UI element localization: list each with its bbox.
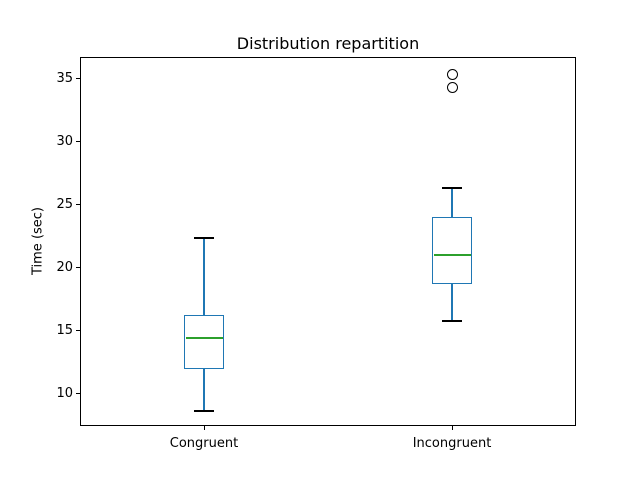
upper-whisker — [203, 238, 205, 316]
y-tick-mark — [76, 203, 80, 205]
x-tick-mark — [203, 426, 205, 430]
x-tick-mark — [451, 426, 453, 430]
lower-whisker — [451, 283, 453, 322]
x-tick-label: Congruent — [169, 436, 239, 451]
lower-whisker — [203, 369, 205, 411]
y-tick-label: 15 — [56, 322, 73, 338]
upper-cap — [442, 186, 462, 189]
y-tick-label: 35 — [56, 70, 73, 86]
outlier-point — [446, 81, 458, 93]
y-tick-label: 25 — [56, 196, 73, 212]
y-tick-label: 20 — [56, 259, 73, 275]
median-line — [433, 253, 471, 256]
y-tick-mark — [76, 266, 80, 268]
y-tick-mark — [76, 140, 80, 142]
lower-cap — [194, 409, 214, 412]
box — [432, 216, 472, 284]
y-tick-mark — [76, 77, 80, 79]
median-line — [185, 336, 223, 339]
upper-cap — [194, 237, 214, 240]
plot-area — [80, 57, 576, 426]
chart-title: Distribution repartition — [236, 34, 420, 53]
upper-whisker — [451, 187, 453, 217]
y-tick-label: 30 — [56, 133, 73, 149]
y-tick-mark — [76, 329, 80, 331]
outlier-point — [446, 69, 458, 81]
y-tick-mark — [76, 392, 80, 394]
y-tick-label: 10 — [56, 385, 73, 401]
x-tick-label: Incongruent — [412, 436, 492, 451]
lower-cap — [442, 320, 462, 323]
box — [184, 315, 224, 370]
